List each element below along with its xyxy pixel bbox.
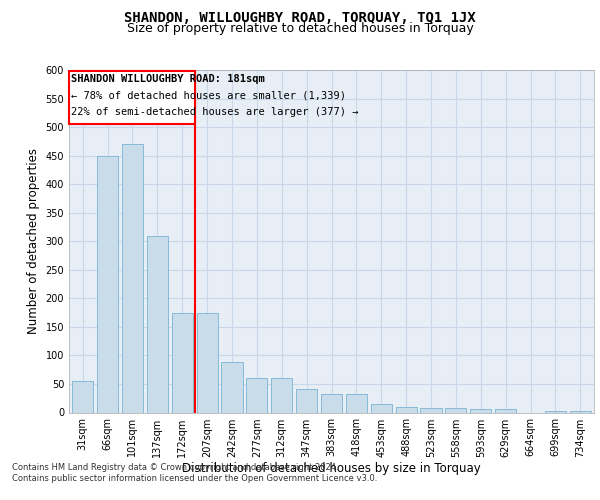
Bar <box>470 409 491 412</box>
Bar <box>221 362 242 412</box>
Bar <box>97 156 118 412</box>
Bar <box>72 381 93 412</box>
Bar <box>570 411 591 412</box>
Text: Contains HM Land Registry data © Crown copyright and database right 2024.: Contains HM Land Registry data © Crown c… <box>12 462 338 471</box>
Bar <box>296 388 317 412</box>
Bar <box>70 71 194 124</box>
Bar <box>395 407 417 412</box>
Bar <box>495 409 516 412</box>
Bar <box>371 404 392 412</box>
Text: ← 78% of detached houses are smaller (1,339): ← 78% of detached houses are smaller (1,… <box>71 90 346 101</box>
Bar <box>271 378 292 412</box>
Text: Contains public sector information licensed under the Open Government Licence v3: Contains public sector information licen… <box>12 474 377 483</box>
Bar <box>147 236 168 412</box>
Text: 22% of semi-detached houses are larger (377) →: 22% of semi-detached houses are larger (… <box>71 107 358 117</box>
Bar <box>421 408 442 412</box>
Bar <box>197 312 218 412</box>
Bar <box>545 411 566 412</box>
Text: SHANDON, WILLOUGHBY ROAD, TORQUAY, TQ1 1JX: SHANDON, WILLOUGHBY ROAD, TORQUAY, TQ1 1… <box>124 11 476 25</box>
Bar <box>346 394 367 412</box>
Text: SHANDON WILLOUGHBY ROAD: 181sqm: SHANDON WILLOUGHBY ROAD: 181sqm <box>71 74 265 84</box>
Text: Size of property relative to detached houses in Torquay: Size of property relative to detached ho… <box>127 22 473 35</box>
Y-axis label: Number of detached properties: Number of detached properties <box>27 148 40 334</box>
Bar <box>445 408 466 412</box>
Bar <box>172 312 193 412</box>
Bar <box>122 144 143 412</box>
Bar <box>321 394 342 412</box>
Bar <box>246 378 268 412</box>
X-axis label: Distribution of detached houses by size in Torquay: Distribution of detached houses by size … <box>182 462 481 475</box>
